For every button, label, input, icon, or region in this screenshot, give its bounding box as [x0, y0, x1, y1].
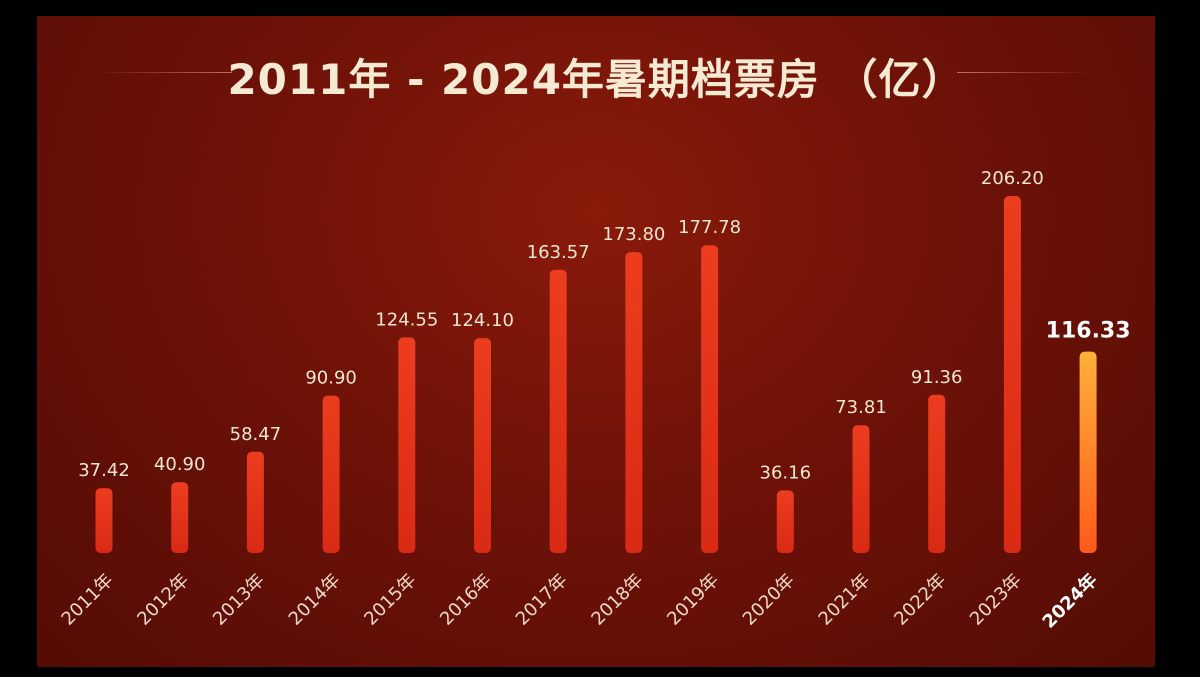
value-label-2018年: 173.80	[602, 224, 665, 245]
value-label-2016年: 124.10	[451, 310, 514, 331]
x-tick-label-2016年: 2016年	[436, 570, 496, 630]
value-label-2021年: 73.81	[835, 397, 887, 418]
x-tick-label-2015年: 2015年	[360, 570, 420, 630]
bar-2012年	[171, 482, 189, 553]
x-tick-label-2022年: 2022年	[890, 570, 950, 630]
x-tick-label-2024年: 2024年	[1038, 569, 1102, 633]
x-axis-ticks: 2011年 2012年 2013年 2014年 2015年 2016年 2017年 2018年…	[58, 569, 1102, 633]
x-tick-label-2014年: 2014年	[285, 570, 345, 630]
title-divider-right	[957, 72, 1092, 73]
title-divider-left	[97, 72, 232, 73]
bar-chart: 37.42 40.90 58.47 90.90 124.55 124.10 163.57 17…	[58, 168, 1131, 633]
x-tick-label-2013年: 2013年	[209, 570, 269, 630]
bar-2018年	[625, 252, 643, 553]
chart-panel: 2011年 - 2024年暑期档票房 （亿） 37.42 40.90 58.47 90…	[37, 16, 1155, 667]
x-tick-label-2021年: 2021年	[815, 570, 875, 630]
bar-2014年	[322, 395, 340, 553]
value-label-2012年: 40.90	[154, 454, 206, 475]
bar-2021年	[852, 425, 870, 553]
value-label-2014年: 90.90	[305, 368, 357, 389]
value-label-2019年: 177.78	[678, 217, 741, 238]
x-tick-label-2020年: 2020年	[739, 570, 799, 630]
bar-2020年	[776, 490, 794, 553]
bar-2015年	[398, 337, 416, 553]
x-tick-label-2011年: 2011年	[58, 570, 118, 630]
value-label-2020年: 36.16	[760, 462, 812, 483]
value-label-2024年: 116.33	[1046, 319, 1131, 344]
value-label-2023年: 206.20	[981, 168, 1044, 189]
bar-2016年	[474, 338, 491, 553]
value-label-2017年: 163.57	[527, 242, 590, 263]
x-tick-label-2012年: 2012年	[133, 570, 193, 630]
chart-title: 2011年 - 2024年暑期档票房 （亿）	[227, 55, 965, 104]
bar-2013年	[246, 451, 264, 553]
value-label-2013年: 58.47	[230, 424, 282, 445]
x-tick-label-2018年: 2018年	[587, 570, 647, 630]
bar-2023年	[1003, 196, 1021, 553]
bar-2017年	[549, 269, 567, 553]
value-label-2022年: 91.36	[911, 367, 963, 388]
value-label-2011年: 37.42	[78, 460, 130, 481]
x-tick-label-2019年: 2019年	[663, 570, 723, 630]
bar-2019年	[701, 245, 719, 553]
value-label-2015年: 124.55	[375, 309, 438, 330]
bar-2022年	[928, 394, 946, 553]
bar-2024年	[1079, 351, 1097, 553]
x-tick-label-2017年: 2017年	[512, 570, 572, 630]
bar-2011年	[95, 488, 113, 553]
value-labels-layer: 37.42 40.90 58.47 90.90 124.55 124.10 163.57 17…	[78, 168, 1130, 483]
x-tick-label-2023年: 2023年	[966, 570, 1026, 630]
bars-layer	[95, 196, 1097, 553]
